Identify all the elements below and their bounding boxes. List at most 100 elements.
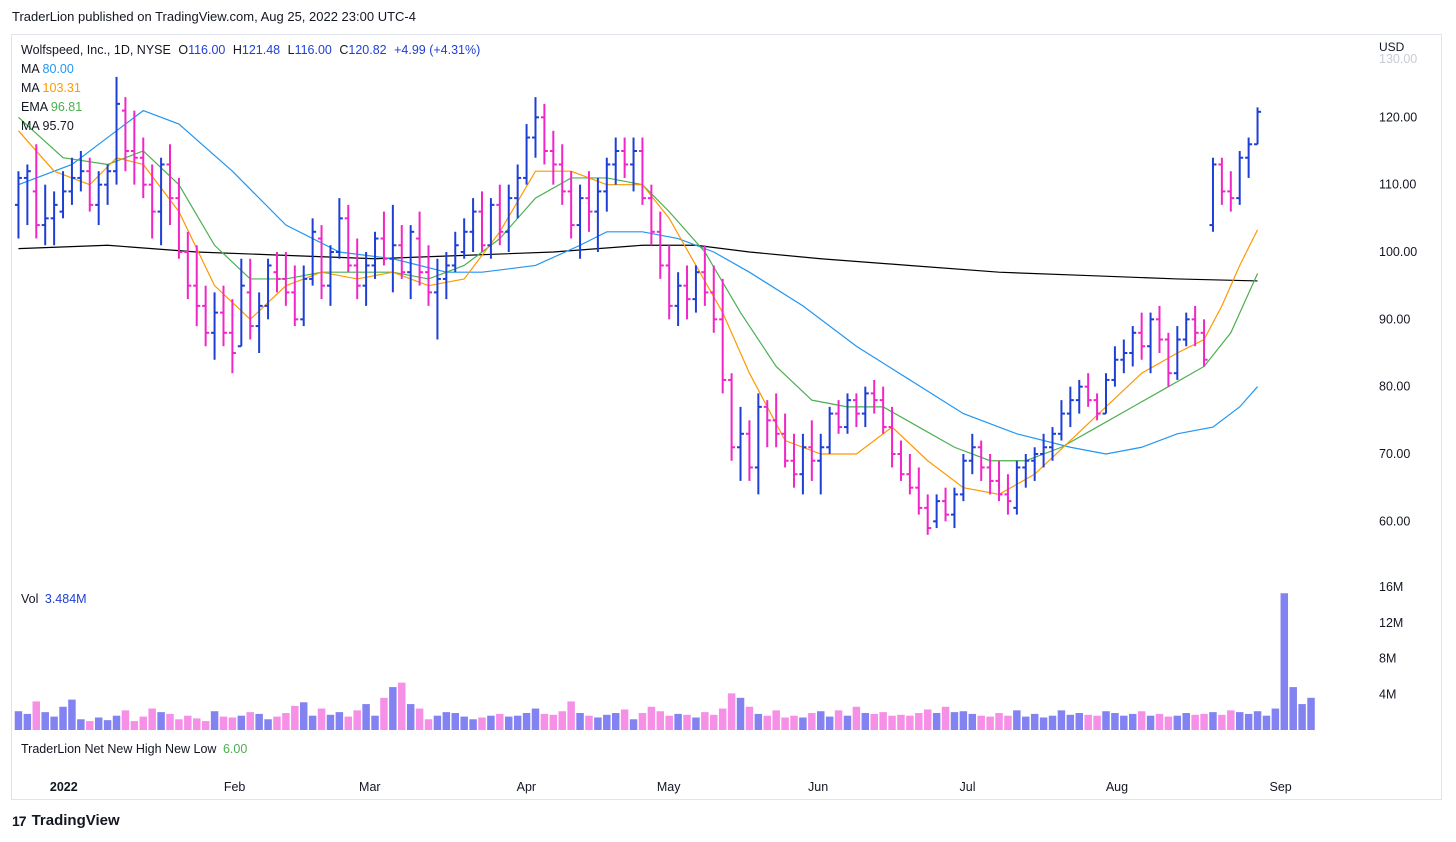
ohlc-bar	[630, 137, 638, 192]
ohlc-bar	[318, 225, 326, 300]
volume-bar	[1155, 713, 1164, 730]
price-tick-label: 100.00	[1379, 245, 1417, 259]
ohlc-bar	[487, 198, 495, 259]
ohlc-bar	[942, 487, 950, 522]
ohlc-bar	[728, 373, 736, 461]
volume-bar	[184, 715, 192, 730]
volume-bar	[995, 713, 1003, 730]
volume-bar	[1030, 713, 1039, 730]
volume-bar	[754, 713, 763, 730]
ohlc-bar	[665, 245, 673, 320]
ohlc-bar	[977, 440, 985, 481]
ohlc-bar	[175, 177, 183, 259]
volume-bar	[14, 711, 23, 730]
volume-bar	[567, 701, 575, 730]
ohlc-bar	[273, 252, 281, 293]
volume-bar	[433, 715, 442, 730]
volume-bar	[941, 706, 950, 730]
volume-bar	[915, 713, 923, 730]
indicator-ema21[interactable]: EMA 96.81	[21, 98, 480, 117]
volume-legend[interactable]: Vol 3.484M	[21, 592, 87, 606]
volume-bar	[1253, 711, 1262, 730]
volume-bar	[23, 713, 32, 730]
volume-bar	[237, 715, 246, 730]
time-tick-label: Feb	[224, 780, 246, 794]
chart-panel[interactable]: 60.00 70.00 80.00 90.00 100.00 110.00 120.00 13…	[11, 34, 1442, 800]
ohlc-bar	[683, 265, 691, 320]
ohlc-bar	[344, 204, 352, 273]
ohlc-bar	[398, 225, 406, 279]
ohlc-bar	[576, 184, 584, 259]
volume-bar	[1280, 593, 1289, 730]
volume-bar	[558, 711, 566, 730]
volume-label: Vol	[21, 592, 39, 606]
ohlc-bar	[799, 433, 807, 495]
volume-bar	[1137, 711, 1146, 730]
ohlc-bar	[879, 386, 887, 434]
volume-tick-label: 8M	[1379, 652, 1396, 666]
indicator-value: 96.81	[50, 100, 83, 114]
indicator-ma10[interactable]: MA 103.31	[21, 79, 480, 98]
price-tick-label: 110.00	[1379, 178, 1416, 192]
ohlc-bar	[1254, 107, 1262, 146]
volume-tick-label: 12M	[1379, 616, 1403, 630]
price-tick-label: 90.00	[1379, 312, 1410, 326]
volume-bar	[77, 719, 85, 730]
ohlc-bar	[924, 494, 932, 535]
volume-bar	[549, 714, 558, 730]
ohlc-bar	[1004, 474, 1012, 515]
ohlc-bar	[237, 258, 245, 348]
ohlc-bar	[906, 454, 914, 495]
ohlc-bar	[1236, 151, 1244, 205]
ohlc-bar	[184, 231, 192, 300]
ohlc-bar	[1031, 447, 1039, 481]
volume-bar	[504, 716, 513, 730]
footer-brand[interactable]: 17 TradingView	[12, 812, 120, 829]
volume-bar	[121, 710, 130, 730]
high-value: 121.48	[241, 43, 281, 57]
volume-bar	[406, 704, 415, 730]
volume-bar	[130, 721, 139, 730]
low-value: 116.00	[294, 43, 332, 57]
volume-bar	[790, 715, 798, 730]
nhnl-legend[interactable]: TraderLion Net New High New Low 6.00	[21, 742, 247, 756]
indicator-ma50[interactable]: MA 80.00	[21, 60, 480, 79]
volume-bar	[1235, 712, 1244, 730]
volume-bar	[647, 706, 656, 730]
volume-bar	[192, 718, 201, 730]
price-tick-label-partial: 130.00	[1379, 52, 1417, 66]
ohlc-bar	[692, 265, 700, 313]
ema21-line	[18, 116, 1259, 462]
volume-bar	[603, 714, 611, 730]
tradingview-logo-icon: 17	[12, 812, 27, 829]
volume-bar	[282, 713, 290, 730]
volume-bar	[460, 716, 468, 730]
volume-bar	[59, 706, 67, 730]
volume-bar	[808, 713, 816, 730]
volume-bar	[1111, 713, 1119, 730]
ohlc-bar	[852, 393, 860, 428]
volume-bar	[1307, 697, 1315, 730]
volume-bar	[665, 715, 673, 730]
close-value: 120.82	[348, 43, 387, 57]
ohlc-bar	[1138, 312, 1146, 360]
volume-bar	[41, 712, 49, 730]
volume-bar	[148, 708, 156, 730]
volume-bar	[344, 716, 353, 730]
volume-bar	[594, 717, 602, 730]
ohlc-bar	[656, 211, 664, 279]
volume-bar	[611, 713, 620, 730]
volume-bar	[540, 713, 549, 730]
volume-bar	[32, 701, 41, 730]
ohlc-bar	[148, 164, 156, 239]
price-pane	[14, 76, 1262, 535]
ohlc-bar	[763, 400, 771, 448]
ohlc-bar	[1066, 386, 1074, 428]
ohlc-bar	[460, 218, 468, 259]
ohlc-bar	[915, 467, 923, 515]
volume-bar	[1218, 714, 1226, 730]
indicator-ma200[interactable]: MA 95.70	[21, 117, 480, 136]
price-chart[interactable]: 60.00 70.00 80.00 90.00 100.00 110.00 120.00 13…	[12, 35, 1441, 799]
symbol-name[interactable]: Wolfspeed, Inc., 1D, NYSE	[21, 43, 171, 57]
ohlc-bar	[166, 144, 174, 226]
